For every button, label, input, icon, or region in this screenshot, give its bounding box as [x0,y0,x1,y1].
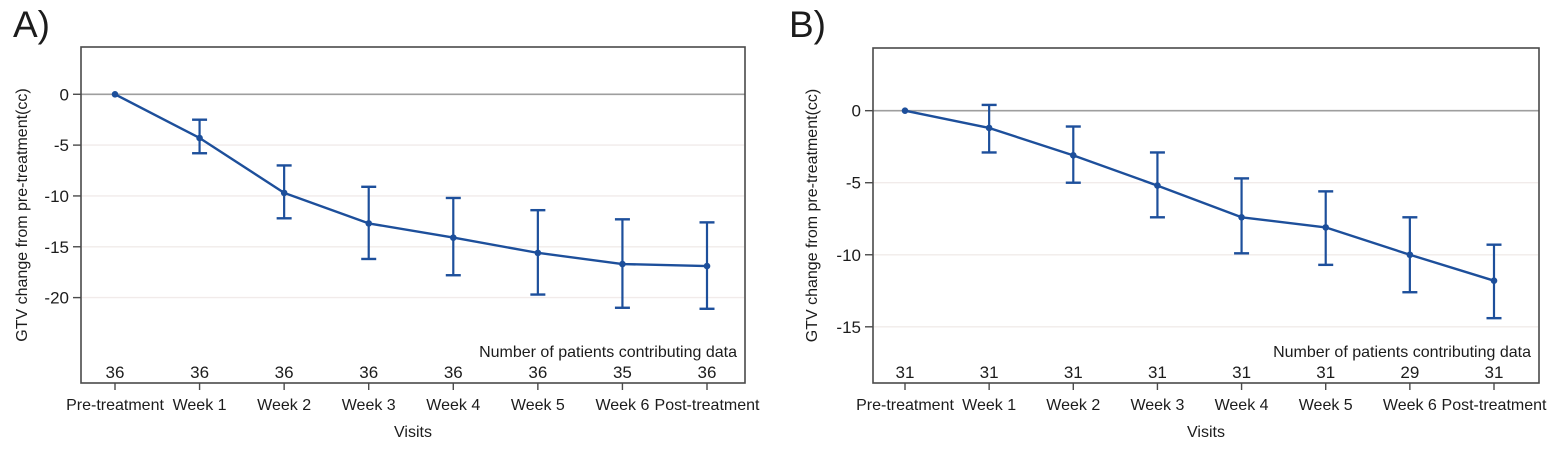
patient-count: 36 [698,363,717,382]
patient-count: 31 [896,363,915,382]
patient-count: 31 [1064,363,1083,382]
x-category-label: Week 3 [1130,397,1184,414]
y-tick-label: 0 [60,85,69,104]
patient-count: 36 [190,363,209,382]
y-tick-label: -20 [44,289,69,308]
y-axis-title: GTV change from pre-treatment(cc) [14,88,31,341]
y-tick-label: -10 [836,246,861,265]
x-category-label: Week 5 [511,397,565,414]
x-category-label: Week 6 [595,397,649,414]
y-tick-label: -15 [44,238,69,257]
patient-count: 31 [1232,363,1251,382]
y-tick-label: -5 [54,136,69,155]
data-point-marker [1238,214,1245,221]
patient-count: 36 [106,363,125,382]
panel-a-label: A) [13,4,50,45]
y-axis-title: GTV change from pre-treatment(cc) [804,89,821,342]
plot-border [872,47,1540,384]
patient-count: 31 [1148,363,1167,382]
y-tick-label: -5 [846,174,861,193]
data-point-marker [1322,224,1330,231]
panel-a: 0 -5 -10 -15 -20 Pre-treatment 36 Week 1 36 Week … [14,46,760,441]
panel-b: 0 -5 -10 -15 Pre-treatment 31 Week 1 31 Week 2 31… [804,47,1547,441]
annotation-text: Number of patients contributing data [1273,344,1531,361]
x-category-label: Week 1 [173,397,227,414]
patient-count: 36 [528,363,547,382]
patient-count: 31 [1485,363,1504,382]
data-point-marker [703,262,711,270]
data-point-marker [1406,251,1414,259]
y-tick-label: -10 [44,187,69,206]
patient-count: 36 [444,363,463,382]
x-category-label: Pre-treatment [66,397,164,414]
x-category-label: Post-treatment [1442,397,1547,414]
x-category-label: Week 4 [1215,397,1269,414]
data-point-marker [619,260,626,268]
data-point-marker [1154,182,1161,189]
data-point-marker [1069,152,1077,159]
series-line [113,93,709,268]
x-category-label: Week 2 [1046,397,1100,414]
patient-count: 31 [980,363,999,382]
patient-count: 31 [1316,363,1335,382]
data-point-marker [1490,277,1498,284]
y-tick-label: -15 [836,318,861,337]
x-category-label: Post-treatment [655,397,760,414]
x-category-label: Week 4 [426,397,480,414]
data-point-marker [901,107,909,114]
data-point-marker [196,134,203,142]
patient-count: 36 [275,363,294,382]
data-point-marker [449,234,457,241]
x-category-label: Week 6 [1383,397,1437,414]
series-line [903,109,1496,282]
x-category-label: Week 1 [962,397,1016,414]
data-point-marker [985,124,993,132]
patient-count: 35 [613,363,632,382]
x-category-label: Week 2 [257,397,311,414]
patient-count: 36 [359,363,378,382]
y-tick-label: 0 [852,102,861,121]
data-point-marker [534,249,542,257]
data-point-marker [280,189,288,197]
x-axis-title: Visits [394,424,432,441]
x-category-label: Week 5 [1299,397,1353,414]
data-point-marker [111,90,119,98]
x-axis-title: Visits [1187,424,1225,441]
plot-border [80,46,746,384]
annotation-text: Number of patients contributing data [479,344,737,361]
data-point-marker [365,220,373,227]
x-category-label: Week 3 [342,397,396,414]
x-category-label: Pre-treatment [856,397,954,414]
patient-count: 29 [1400,363,1419,382]
panel-b-label: B) [789,4,826,45]
